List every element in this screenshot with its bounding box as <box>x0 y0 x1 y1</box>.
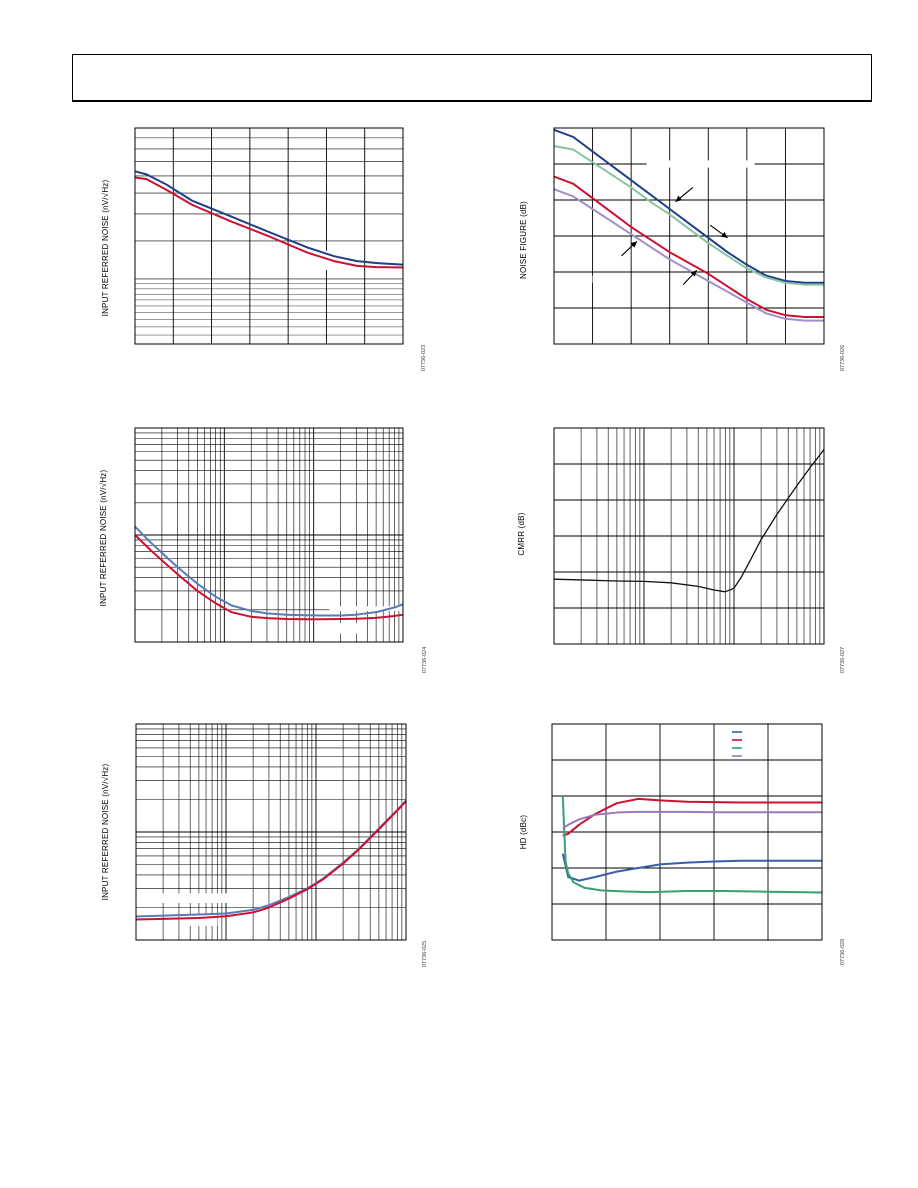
chart-3-label-area <box>329 623 358 634</box>
chart-1-series-1-line <box>134 170 404 266</box>
chart-5-svg: INPUT REFERRED NOISE (nV/√Hz) 07736-025 <box>101 723 428 967</box>
chart-6-series-1-line <box>561 853 822 882</box>
chart-5-plot-border <box>135 723 407 941</box>
chart-2-y-label: NOISE FIGURE (dB) <box>519 201 528 279</box>
chart-3-label-area <box>329 606 403 611</box>
chart-3-series-1-line <box>134 525 404 617</box>
chart-2-label-area <box>646 160 755 168</box>
chart-6-series-4-line <box>562 810 822 830</box>
chart-2-annotation-arrowhead <box>675 195 683 202</box>
chart-5-label-area <box>146 893 249 904</box>
chart-3-svg: INPUT REFERRED NOISE (nV/√Hz) 07736-024 <box>99 427 428 673</box>
chart-2-series-4-line <box>553 188 824 322</box>
chart-3: INPUT REFERRED NOISE (nV/√Hz) 07736-024 <box>96 418 436 688</box>
chart-2-label-area <box>592 275 616 283</box>
chart-1-y-label: INPUT REFERRED NOISE (nV/√Hz) <box>101 180 110 317</box>
chart-2-series-3-line <box>553 175 824 318</box>
chart-1-figure-code: 07736-023 <box>421 345 427 371</box>
chart-1-svg: INPUT REFERRED NOISE (nV/√Hz) 07736-023 <box>101 127 427 371</box>
chart-6-svg: HD (dBc) 07736-028 <box>519 723 846 965</box>
chart-2-annotation-arrowhead <box>690 270 697 277</box>
chart-4: CMRR (dB) 07736-027 <box>514 418 854 688</box>
chart-2-svg: NOISE FIGURE (dB) 07736-026 <box>519 127 846 371</box>
chart-6-series-2-line <box>562 797 822 837</box>
chart-6-plot-border <box>551 723 823 941</box>
chart-2-series-1-line <box>553 128 824 284</box>
chart-6-series-3-line <box>561 795 823 894</box>
chart-5-series-2-line <box>135 800 407 921</box>
chart-2-plot-border <box>553 127 825 345</box>
chart-3-plot-border <box>134 427 404 643</box>
chart-1-series-2-line <box>134 176 404 269</box>
chart-6-figure-code: 07736-028 <box>840 939 846 965</box>
chart-5: INPUT REFERRED NOISE (nV/√Hz) 07736-025 <box>96 714 436 984</box>
chart-2-figure-code: 07736-026 <box>840 345 846 371</box>
chart-2: NOISE FIGURE (dB) 07736-026 <box>514 118 854 388</box>
page-header-box <box>72 54 872 102</box>
chart-2-annotation-arrowhead <box>630 241 637 248</box>
chart-1: INPUT REFERRED NOISE (nV/√Hz) 07736-023 <box>96 118 436 388</box>
chart-6: HD (dBc) 07736-028 <box>514 714 854 984</box>
chart-3-figure-code: 07736-024 <box>422 647 428 673</box>
chart-2-annotation-arrowhead <box>720 231 728 238</box>
chart-3-series-2-line <box>134 534 404 621</box>
chart-4-series-1-line <box>553 449 825 593</box>
chart-5-y-label: INPUT REFERRED NOISE (nV/√Hz) <box>101 764 110 901</box>
chart-4-figure-code: 07736-027 <box>840 647 846 673</box>
chart-4-svg: CMRR (dB) 07736-027 <box>517 427 846 673</box>
chart-6-y-label: HD (dBc) <box>519 815 528 850</box>
chart-5-label-area <box>184 915 218 926</box>
chart-4-plot-border <box>553 427 825 645</box>
chart-2-series-2-line <box>553 145 824 286</box>
chart-3-y-label: INPUT REFERRED NOISE (nV/√Hz) <box>99 470 108 607</box>
chart-1-plot-border <box>134 127 404 345</box>
chart-4-y-label: CMRR (dB) <box>517 512 526 555</box>
chart-5-figure-code: 07736-025 <box>422 941 428 967</box>
